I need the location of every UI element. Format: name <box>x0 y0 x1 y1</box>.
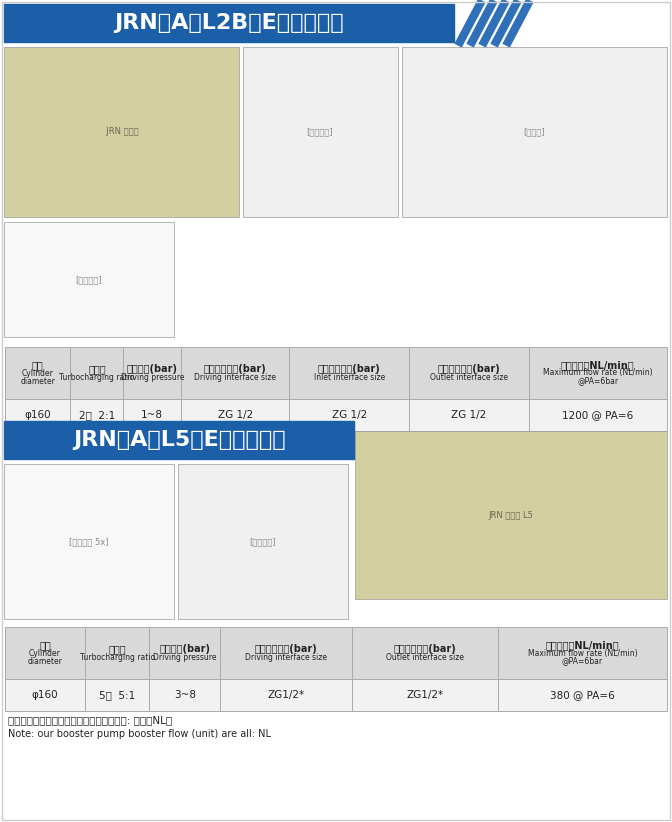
Bar <box>149 627 220 679</box>
Text: 1200 @ PA=6: 1200 @ PA=6 <box>562 410 634 420</box>
Text: 驱动气压(bar): 驱动气压(bar) <box>159 644 210 654</box>
Text: Inlet interface size: Inlet interface size <box>314 372 385 381</box>
Bar <box>181 399 290 431</box>
Text: JRN－A－L5－E空气增压泵: JRN－A－L5－E空气增压泵 <box>73 430 286 450</box>
Text: 驱动气压(bar): 驱动气压(bar) <box>127 364 178 374</box>
FancyBboxPatch shape <box>4 4 454 42</box>
FancyBboxPatch shape <box>4 421 354 459</box>
Text: 3~8: 3~8 <box>173 690 196 700</box>
Text: 1~8: 1~8 <box>141 410 163 420</box>
Bar <box>5 679 85 711</box>
Text: Note: our booster pump booster flow (unit) are all: NL: Note: our booster pump booster flow (uni… <box>8 729 271 739</box>
Text: 备注：我司增压泵增压后流量（单位）均为: 标升（NL）: 备注：我司增压泵增压后流量（单位）均为: 标升（NL） <box>8 715 172 725</box>
Text: diameter: diameter <box>20 376 55 386</box>
Text: ZG 1/2: ZG 1/2 <box>218 410 253 420</box>
Text: [侧视图]: [侧视图] <box>523 127 545 136</box>
Text: 驱动接口尺寸(bar): 驱动接口尺寸(bar) <box>204 364 267 374</box>
Text: [工程图纸]: [工程图纸] <box>306 127 333 136</box>
Bar <box>355 431 667 599</box>
Bar <box>4 47 239 217</box>
Bar <box>85 627 149 679</box>
Text: diameter: diameter <box>28 657 62 666</box>
Bar <box>402 47 667 217</box>
Text: 缸径: 缸径 <box>32 360 44 370</box>
Text: Maximum flow rate (NL/min): Maximum flow rate (NL/min) <box>528 649 637 658</box>
Text: JRN 增压泵 L5: JRN 增压泵 L5 <box>489 510 534 520</box>
Text: φ160: φ160 <box>24 410 51 420</box>
Bar <box>149 679 220 711</box>
Bar <box>4 222 174 337</box>
Text: φ160: φ160 <box>32 690 58 700</box>
Text: [性能曲线 5x]: [性能曲线 5x] <box>69 538 109 547</box>
Text: Cylinder: Cylinder <box>22 368 54 377</box>
Text: 缸径: 缸径 <box>39 640 51 650</box>
Text: Driving pressure: Driving pressure <box>120 372 184 381</box>
Bar <box>123 399 181 431</box>
Bar <box>498 679 667 711</box>
Text: 增压比: 增压比 <box>108 644 126 654</box>
Text: 380 @ PA=6: 380 @ PA=6 <box>550 690 615 700</box>
Text: Driving interface size: Driving interface size <box>194 372 276 381</box>
Text: Note: our booster pump booster flow (unit) are all: NL: Note: our booster pump booster flow (uni… <box>8 449 271 459</box>
Bar <box>5 627 85 679</box>
Text: 备注：我司增压泵增压后流量（单位）均为: 标升（NL）: 备注：我司增压泵增压后流量（单位）均为: 标升（NL） <box>8 435 172 445</box>
Text: 最大流量（NL/min）: 最大流量（NL/min） <box>546 640 620 650</box>
Bar <box>243 47 398 217</box>
Text: ZG1/2*: ZG1/2* <box>267 690 304 700</box>
Text: JRN 增压泵: JRN 增压泵 <box>101 127 139 136</box>
Text: 驱动接口尺寸(bar): 驱动接口尺寸(bar) <box>255 644 317 654</box>
Text: [性能曲线]: [性能曲线] <box>76 275 102 284</box>
Text: JRN－A－L2B－E空气增压泵: JRN－A－L2B－E空气增压泵 <box>114 13 344 33</box>
Text: 进口接口尺寸(bar): 进口接口尺寸(bar) <box>318 364 380 374</box>
Bar <box>290 347 409 399</box>
Bar <box>71 347 123 399</box>
Bar <box>220 679 352 711</box>
Bar <box>181 347 290 399</box>
Text: ZG 1/2: ZG 1/2 <box>331 410 367 420</box>
Text: 5倍  5:1: 5倍 5:1 <box>99 690 135 700</box>
Bar <box>220 627 352 679</box>
Bar <box>409 347 529 399</box>
Text: ZG1/2*: ZG1/2* <box>407 690 444 700</box>
Bar <box>5 347 71 399</box>
Text: 出口接口尺寸(bar): 出口接口尺寸(bar) <box>437 364 500 374</box>
Bar <box>71 399 123 431</box>
Bar <box>352 679 498 711</box>
Text: [工程图纸]: [工程图纸] <box>250 538 276 547</box>
Text: Turbocharging ratio: Turbocharging ratio <box>79 653 155 662</box>
Text: Driving interface size: Driving interface size <box>245 653 327 662</box>
Bar <box>85 679 149 711</box>
Text: Outlet interface size: Outlet interface size <box>430 372 508 381</box>
Text: 2倍  2:1: 2倍 2:1 <box>79 410 115 420</box>
Text: Driving pressure: Driving pressure <box>153 653 216 662</box>
Bar <box>5 399 71 431</box>
Text: @PA=6bar: @PA=6bar <box>562 657 603 666</box>
Text: 增压比: 增压比 <box>88 364 106 374</box>
Text: Cylinder: Cylinder <box>29 649 61 658</box>
Text: Maximum flow rate (NL/min): Maximum flow rate (NL/min) <box>543 368 653 377</box>
Bar <box>352 627 498 679</box>
Text: 出口接口尺寸(bar): 出口接口尺寸(bar) <box>394 644 456 654</box>
Text: Outlet interface size: Outlet interface size <box>386 653 464 662</box>
Bar <box>4 464 174 619</box>
Text: ZG 1/2: ZG 1/2 <box>451 410 487 420</box>
Bar <box>529 399 667 431</box>
Text: @PA=6bar: @PA=6bar <box>577 376 618 386</box>
Bar <box>529 347 667 399</box>
Text: Turbocharging ratio: Turbocharging ratio <box>59 372 134 381</box>
Bar <box>498 627 667 679</box>
Text: 最大流量（NL/min）: 最大流量（NL/min） <box>561 360 634 370</box>
Bar <box>178 464 348 619</box>
Bar <box>409 399 529 431</box>
Bar <box>123 347 181 399</box>
Bar <box>290 399 409 431</box>
